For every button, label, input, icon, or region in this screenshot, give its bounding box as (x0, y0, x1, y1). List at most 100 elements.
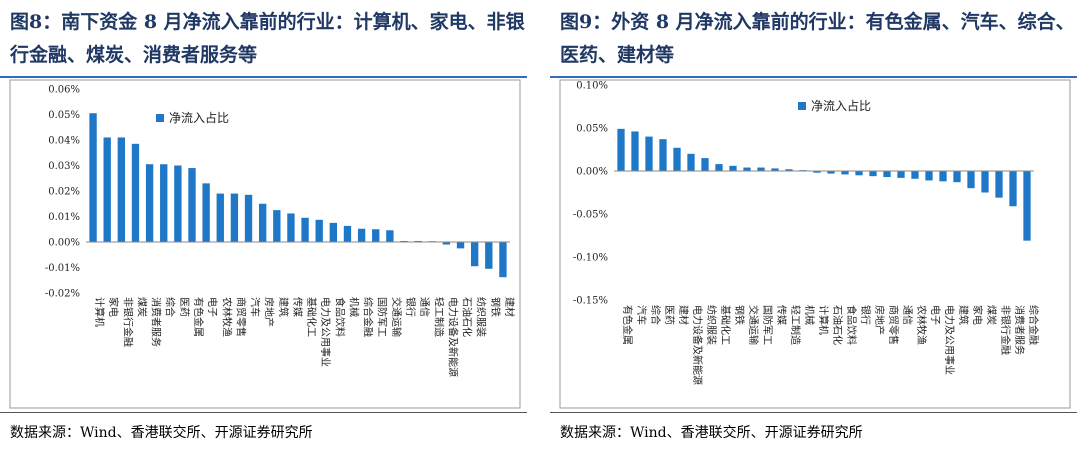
y-tick-label: 0.00% (576, 167, 608, 178)
bar-通信 (897, 171, 905, 178)
y-tick-label: -0.02% (45, 289, 80, 300)
y-tick-label: -0.15% (573, 296, 608, 307)
bar-非银行金融 (117, 137, 126, 242)
category-label: 钢铁 (733, 305, 746, 325)
y-tick-label: -0.01% (45, 263, 80, 274)
legend-label: 净流入占比 (811, 98, 871, 113)
figure-9-title: 图9：外资 8 月净流入靠前的行业：有色金属、汽车、综合、医药、建材等 (560, 11, 1075, 66)
y-tick-label: 0.05% (48, 110, 80, 121)
figure-8-top-rule (0, 76, 527, 78)
category-label: 纺织服装 (705, 305, 718, 345)
y-tick-label: 0.05% (576, 124, 608, 135)
bar-电子 (925, 171, 933, 181)
bar-建筑 (953, 171, 961, 183)
figure-9-bottom-rule (550, 412, 1077, 413)
bar-传媒 (771, 168, 779, 171)
category-label: 建材 (503, 297, 516, 317)
bar-综合金融 (1023, 171, 1031, 241)
category-label: 国防军工 (376, 297, 389, 337)
bar-交通运输 (743, 167, 751, 171)
category-label: 房地产 (263, 297, 276, 327)
bar-基础化工 (715, 164, 723, 171)
category-label: 煤炭 (985, 305, 998, 325)
category-label: 建筑 (957, 305, 970, 325)
figure-8-source: 数据来源：Wind、香港联交所、开源证券研究所 (10, 425, 313, 441)
category-label: 计算机 (817, 305, 830, 335)
bar-通信 (414, 240, 422, 242)
bar-家电 (967, 171, 975, 189)
category-label: 综合金融 (1027, 305, 1040, 345)
y-tick-label: 0.02% (48, 187, 80, 198)
bar-农林牧渔 (911, 171, 919, 179)
category-label: 国防军工 (761, 305, 774, 345)
bar-石油石化 (456, 242, 465, 249)
category-label: 电力设备及新能源 (446, 297, 459, 377)
figure-9-source: 数据来源：Wind、香港联交所、开源证券研究所 (560, 425, 863, 441)
bar-有色金属 (617, 128, 625, 171)
bar-基础化工 (301, 217, 309, 242)
y-tick-label: 0.00% (48, 238, 80, 249)
bar-医药 (659, 139, 667, 171)
bar-电力设备及新能源 (687, 153, 695, 171)
legend-swatch (798, 102, 806, 110)
category-label: 通信 (901, 305, 913, 325)
category-label: 综合 (649, 305, 662, 325)
category-label: 非银行金融 (999, 305, 1012, 355)
bar-计算机 (813, 171, 821, 173)
category-label: 银行 (404, 297, 417, 317)
category-label: 交通运输 (390, 297, 403, 337)
chart-frame (559, 79, 1071, 409)
category-label: 食品饮料 (333, 297, 346, 337)
bar-房地产 (869, 171, 877, 177)
bar-煤炭 (131, 143, 140, 242)
bar-综合金融 (357, 228, 366, 242)
bar-银行 (400, 240, 408, 242)
bar-汽车 (244, 194, 253, 242)
category-label: 家电 (971, 305, 984, 325)
legend-swatch (156, 114, 164, 122)
category-label: 消费者服务 (150, 297, 163, 347)
bar-商贸零售 (230, 193, 239, 242)
category-label: 综合金融 (362, 297, 375, 337)
category-label: 医药 (178, 297, 190, 317)
category-label: 建材 (677, 305, 690, 325)
figure-9-top-rule (550, 76, 1077, 78)
category-label: 农林牧渔 (915, 305, 928, 345)
category-label: 电子 (206, 297, 219, 317)
bar-钢铁 (729, 165, 737, 171)
bar-银行 (855, 171, 863, 176)
bar-电子 (202, 183, 210, 242)
bar-非银行金融 (995, 171, 1003, 198)
category-label: 轻工制造 (432, 297, 445, 337)
figure-8-bottom-rule (0, 412, 527, 413)
figure-9-chart: -0.15%-0.10%-0.05%0.00%0.05%0.10%有色金属 汽车综… (559, 79, 1071, 409)
y-tick-label: 0.01% (48, 212, 80, 223)
category-label: 汽车 (635, 305, 648, 325)
bar-食品饮料 (329, 222, 338, 242)
figure-8-chart: -0.02% -0.01% 0.00% 0.01% 0.02% 0.03% 0.04% 0.0… (9, 79, 521, 409)
bar-机械 (343, 225, 352, 242)
bar-电力及公用事业 (315, 219, 323, 242)
bar-消费者服务 (1009, 171, 1017, 207)
bar-建材 (499, 242, 507, 278)
legend-label: 净流入占比 (169, 110, 229, 125)
bar-传媒 (287, 213, 295, 242)
category-label: 纺织服装 (475, 297, 488, 337)
category-label: 消费者服务 (1013, 305, 1026, 355)
bar-综合 (645, 136, 653, 171)
category-label: 机械 (347, 297, 360, 317)
y-tick-label: 0.04% (48, 136, 80, 147)
bar-纺织服装 (470, 242, 479, 267)
category-label: 电力设备及新能源 (691, 305, 704, 385)
chart-frame (9, 79, 521, 409)
y-tick-label: -0.10% (573, 253, 608, 264)
bar-国防军工 (757, 167, 765, 171)
category-label: 轻工制造 (789, 305, 802, 345)
bar-有色金属 (188, 168, 196, 242)
bar-煤炭 (981, 171, 989, 193)
category-label: 机械 (803, 305, 816, 325)
category-label: 电子 (929, 305, 942, 325)
category-label: 传媒 (775, 305, 787, 325)
bar-农林牧渔 (216, 193, 224, 242)
category-label: 建筑 (277, 297, 290, 317)
